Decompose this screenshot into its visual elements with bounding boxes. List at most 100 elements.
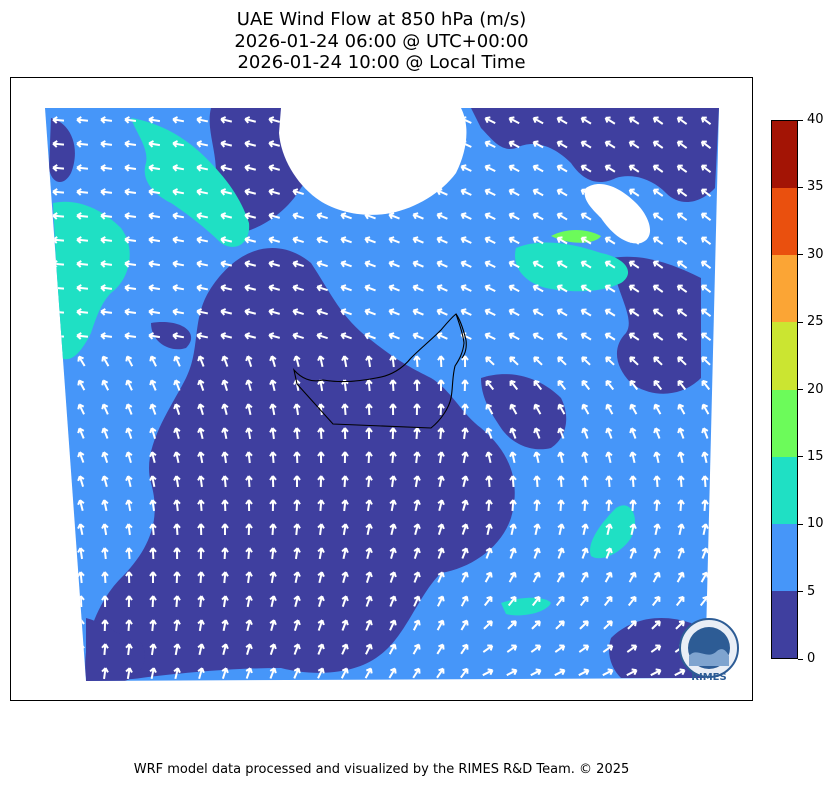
colorbar-segment <box>772 322 797 390</box>
wind-arrow <box>149 619 157 632</box>
wind-map <box>45 108 719 681</box>
wind-arrow <box>580 188 592 197</box>
wind-arrow <box>700 308 712 318</box>
wind-arrow <box>388 284 400 292</box>
colorbar-tick <box>798 523 803 525</box>
wind-arrow <box>125 379 133 391</box>
wind-arrow <box>436 188 448 196</box>
wind-arrow <box>221 667 229 679</box>
colorbar-segment <box>772 188 797 256</box>
wind-arrow <box>149 571 157 584</box>
wind-arrow <box>364 188 376 196</box>
calm-wind-region <box>481 374 567 450</box>
wind-arrow <box>628 236 640 245</box>
wind-arrow <box>197 475 205 488</box>
wind-arrow <box>532 332 544 341</box>
wind-arrow <box>460 308 472 316</box>
wind-arrow <box>700 284 712 294</box>
wind-arrow <box>341 643 349 655</box>
wind-arrow <box>100 332 113 340</box>
wind-arrow <box>245 475 253 488</box>
wind-arrow <box>460 284 472 292</box>
wind-arrow <box>482 644 494 653</box>
wind-arrow <box>412 140 424 148</box>
wind-arrow <box>244 332 257 340</box>
wind-arrow <box>244 116 257 124</box>
wind-arrow <box>125 619 133 632</box>
wind-arrow <box>77 475 85 487</box>
wind-arrow <box>413 451 421 464</box>
wind-arrow <box>221 547 229 560</box>
wind-arrow <box>317 547 325 560</box>
wind-arrow <box>365 427 373 440</box>
wind-arrow <box>509 547 517 559</box>
wind-arrow <box>580 236 592 245</box>
wind-arrow <box>316 140 328 148</box>
wind-arrow <box>389 379 397 392</box>
wind-arrow <box>124 116 137 124</box>
wind-arrow <box>508 571 517 583</box>
wind-arrow <box>389 595 397 607</box>
wind-arrow <box>196 116 209 124</box>
wind-arrow <box>173 667 181 680</box>
wind-arrow <box>172 212 185 220</box>
colorbar-tick <box>798 119 803 121</box>
wind-arrow <box>652 284 664 293</box>
wind-arrow <box>172 236 185 244</box>
wind-arrow <box>677 547 685 559</box>
wind-arrow <box>365 523 373 536</box>
wind-arrow <box>269 571 277 584</box>
wind-arrow <box>580 140 592 149</box>
wind-arrow <box>149 667 157 680</box>
wind-arrow <box>245 667 253 679</box>
wind-arrow <box>220 116 233 124</box>
wind-arrow <box>629 499 637 512</box>
wind-arrow <box>531 595 541 607</box>
wind-arrow <box>580 284 592 293</box>
wind-arrow <box>124 212 137 220</box>
wind-arrow <box>676 284 688 293</box>
wind-arrow <box>149 355 157 367</box>
wind-arrow <box>389 355 397 368</box>
wind-arrow <box>556 188 568 197</box>
wind-arrow <box>341 355 349 368</box>
colorbar-tick <box>798 456 803 458</box>
wind-arrow <box>149 499 157 512</box>
wind-arrow <box>605 499 613 512</box>
wind-arrow <box>556 332 568 341</box>
wind-arrow <box>437 523 445 535</box>
wind-arrow <box>340 332 352 340</box>
wind-arrow <box>412 667 421 679</box>
wind-arrow <box>436 643 445 655</box>
wind-arrow <box>268 212 281 220</box>
wind-arrow <box>557 427 565 439</box>
wind-arrow <box>557 451 565 464</box>
wind-arrow <box>580 164 592 173</box>
wind-arrow <box>76 164 89 172</box>
wind-arrow <box>413 355 421 368</box>
wind-arrow <box>245 403 253 416</box>
wind-arrow <box>221 427 229 440</box>
wind-arrow <box>340 164 352 172</box>
wind-arrow <box>628 260 640 269</box>
wind-arrow <box>364 332 376 340</box>
wind-arrow <box>388 164 400 172</box>
wind-arrow <box>269 595 277 608</box>
wind-arrow <box>653 379 663 391</box>
wind-arrow <box>197 427 205 440</box>
wind-arrow <box>508 164 520 173</box>
wind-arrow <box>628 212 640 221</box>
masked-terrain <box>584 183 651 244</box>
wind-arrow <box>245 379 253 392</box>
wind-arrow <box>100 116 113 124</box>
wind-arrow <box>506 668 518 677</box>
colorbar-tick-label: 10 <box>807 516 824 532</box>
wind-arrow <box>506 644 518 653</box>
wind-arrow <box>628 116 640 125</box>
wind-arrow <box>293 595 301 608</box>
wind-arrow <box>509 523 517 536</box>
wind-arrow <box>652 332 664 341</box>
wind-arrow <box>461 547 469 559</box>
wind-arrow <box>221 355 229 367</box>
wind-arrow <box>268 332 281 340</box>
